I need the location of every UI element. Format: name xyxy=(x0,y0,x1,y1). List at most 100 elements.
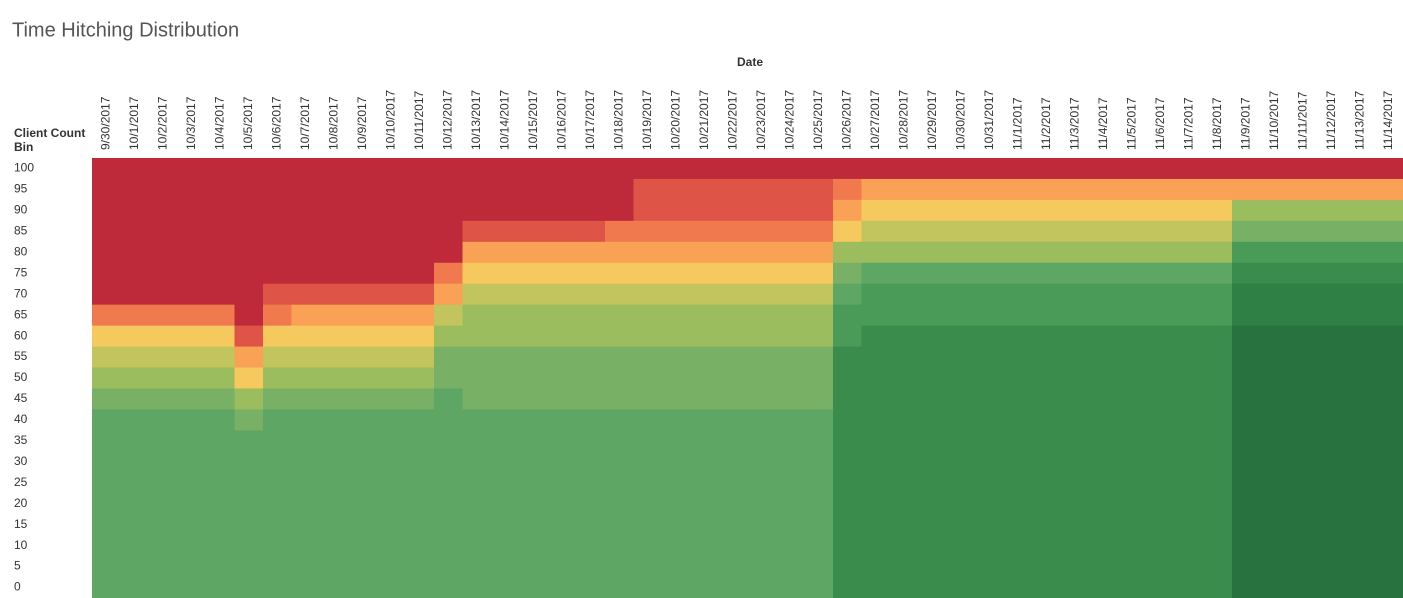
heat-cell xyxy=(1346,304,1375,327)
heat-cell xyxy=(1346,451,1375,473)
heat-cell xyxy=(519,409,549,431)
heat-cell xyxy=(1374,556,1403,578)
heat-cell xyxy=(719,388,748,410)
heat-cell xyxy=(747,430,777,452)
heat-cell xyxy=(206,304,235,327)
heat-cell xyxy=(1032,367,1062,389)
heat-cell xyxy=(1089,577,1119,598)
heat-cell xyxy=(405,158,435,180)
heat-cell xyxy=(234,367,264,389)
heat-cell xyxy=(605,556,634,578)
heat-cell xyxy=(1032,472,1062,494)
heat-cell xyxy=(576,472,606,494)
heat-cell xyxy=(947,493,976,515)
heat-cell xyxy=(320,199,349,222)
heat-cell xyxy=(348,220,378,243)
heat-cell xyxy=(462,283,492,306)
heat-cell xyxy=(947,283,976,306)
heat-cell xyxy=(747,325,777,348)
heat-cell xyxy=(719,430,748,452)
heat-cell xyxy=(947,430,976,452)
heat-cell xyxy=(690,472,720,494)
heat-cell xyxy=(491,577,520,598)
heat-cell xyxy=(348,283,378,306)
heat-cell xyxy=(1004,451,1033,473)
heat-cell xyxy=(690,409,720,431)
x-tick-label: 10/18/2017 xyxy=(611,90,625,150)
heat-cell xyxy=(519,158,549,180)
x-tick-label: 10/30/2017 xyxy=(953,90,967,150)
heat-cell xyxy=(1004,346,1033,369)
heat-cell xyxy=(1203,199,1233,222)
heat-cell xyxy=(576,409,606,431)
heat-cell xyxy=(576,535,606,557)
heat-cell xyxy=(833,178,862,201)
heat-cell xyxy=(804,283,834,306)
heat-cell xyxy=(1089,388,1119,410)
heat-cell xyxy=(1232,220,1261,243)
heat-cell xyxy=(947,514,976,536)
heat-cell xyxy=(947,325,976,348)
heat-cell xyxy=(405,199,435,222)
heat-cell xyxy=(348,493,378,515)
heat-cell xyxy=(1146,283,1176,306)
heat-cell xyxy=(1175,178,1204,201)
heat-cell xyxy=(206,367,235,389)
heat-cell xyxy=(918,158,948,180)
heat-cell xyxy=(377,178,406,201)
heat-cell xyxy=(177,199,207,222)
heat-cell xyxy=(1289,472,1318,494)
x-tick-label: 11/12/2017 xyxy=(1324,91,1338,150)
heat-cell xyxy=(861,178,891,201)
heat-cell xyxy=(1032,577,1062,598)
heat-cell xyxy=(576,430,606,452)
x-tick-label: 11/6/2017 xyxy=(1153,97,1167,150)
heat-cell xyxy=(320,304,349,327)
heat-cell xyxy=(1317,430,1347,452)
heat-cell xyxy=(918,493,948,515)
y-tick-label: 95 xyxy=(14,182,28,196)
heat-cell xyxy=(1089,409,1119,431)
heat-cell xyxy=(1061,409,1090,431)
heat-cell xyxy=(776,262,805,285)
heat-cell xyxy=(1118,178,1147,201)
heat-cell xyxy=(120,199,150,222)
heat-cell xyxy=(291,325,321,348)
heat-cell xyxy=(947,158,976,180)
heat-cell xyxy=(434,241,463,264)
heat-cell xyxy=(291,409,321,431)
heat-cell xyxy=(890,367,919,389)
heat-cell xyxy=(177,388,207,410)
heat-cell xyxy=(1146,325,1176,348)
heat-cell xyxy=(548,199,577,222)
heat-cell xyxy=(1346,262,1375,285)
heat-cell xyxy=(633,430,663,452)
heat-cell xyxy=(1260,472,1290,494)
heat-cell xyxy=(1004,514,1033,536)
heat-cell xyxy=(975,199,1005,222)
heat-cell xyxy=(1374,514,1403,536)
heat-cell xyxy=(206,514,235,536)
heat-cell xyxy=(662,178,691,201)
x-tick-label: 10/27/2017 xyxy=(868,90,882,150)
heat-cell xyxy=(1032,241,1062,264)
x-tick-label: 10/21/2017 xyxy=(697,90,711,150)
heat-cell xyxy=(120,388,150,410)
heat-cell xyxy=(1289,262,1318,285)
heat-cell xyxy=(120,220,150,243)
heat-cell xyxy=(1346,346,1375,369)
heat-cell xyxy=(377,367,406,389)
heat-cell xyxy=(890,158,919,180)
heat-cell xyxy=(177,472,207,494)
heat-cell xyxy=(519,199,549,222)
heat-cell xyxy=(1232,241,1261,264)
heat-cell xyxy=(1346,158,1375,180)
heat-cell xyxy=(149,514,178,536)
heat-cell xyxy=(576,451,606,473)
heat-cell xyxy=(890,493,919,515)
heat-cell xyxy=(804,220,834,243)
heat-cell xyxy=(120,158,150,180)
heat-cell xyxy=(92,535,121,557)
heat-cell xyxy=(149,178,178,201)
